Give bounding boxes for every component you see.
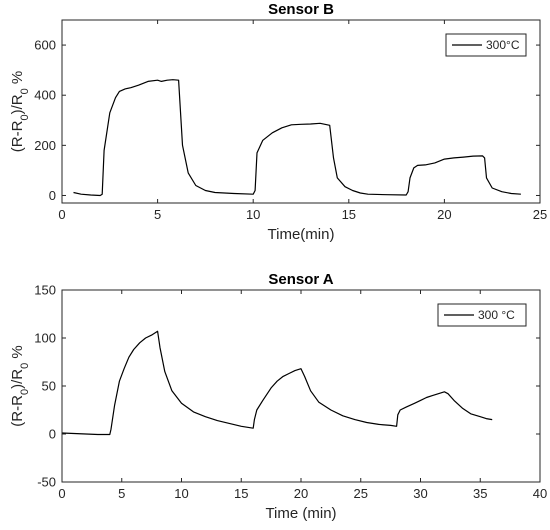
x-tick-label: 25 <box>533 207 547 222</box>
y-tick-label: 50 <box>42 379 56 394</box>
x-tick-label: 5 <box>154 207 161 222</box>
y-axis-label: (R-R0)/R0 % <box>9 345 31 426</box>
x-tick-label: 15 <box>342 207 356 222</box>
series-line-300-c <box>61 330 493 436</box>
y-tick-label: 400 <box>34 88 56 103</box>
chart-title: Sensor A <box>268 271 333 288</box>
legend-box <box>445 33 527 57</box>
x-tick-label: 10 <box>246 207 260 222</box>
y-tick-label: 600 <box>34 38 56 53</box>
chart-sensor-b: Sensor B 0 5 10 15 20 25 0 200 400 600 Time(min) (R-… <box>9 1 547 243</box>
legend-box <box>437 303 527 327</box>
legend-label: 300 °C <box>478 308 515 322</box>
x-tick-label: 20 <box>437 207 451 222</box>
y-tick-label: 0 <box>49 427 56 442</box>
legend-label: 300°C <box>486 38 520 52</box>
legend: 300 °C <box>437 303 527 327</box>
y-tick-label: -50 <box>37 475 56 490</box>
chart-title: Sensor B <box>268 1 334 18</box>
y-tick-label: 200 <box>34 138 56 153</box>
x-axis-label: Time(min) <box>268 226 335 243</box>
y-tick-label: 150 <box>34 283 56 298</box>
x-axis-label: Time (min) <box>265 505 336 522</box>
x-tick-label: 20 <box>294 486 308 501</box>
y-tick-label: 0 <box>49 188 56 203</box>
x-tick-label: 15 <box>234 486 248 501</box>
plot-frame <box>61 19 541 204</box>
x-tick-label: 0 <box>58 486 65 501</box>
x-tick-label: 35 <box>473 486 487 501</box>
x-tick-label: 40 <box>533 486 547 501</box>
x-tick-label: 25 <box>354 486 368 501</box>
x-tick-label: 30 <box>413 486 427 501</box>
x-tick-label: 0 <box>58 207 65 222</box>
x-tick-label: 10 <box>174 486 188 501</box>
y-axis-label: (R-R0)/R0 % <box>9 71 31 152</box>
legend: 300°C <box>445 33 527 57</box>
chart-sensor-a: Sensor A0 5 10 15 20 25 30 35 40-50050100150Time… <box>9 271 547 522</box>
y-tick-label: 100 <box>34 331 56 346</box>
series-line-300-c <box>73 79 521 197</box>
x-tick-label: 5 <box>118 486 125 501</box>
